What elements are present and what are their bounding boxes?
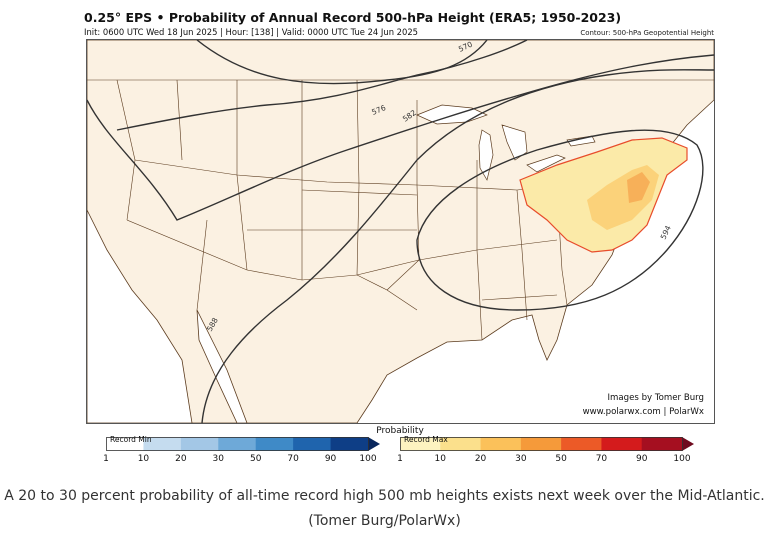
colorbar-min-tick-label: 1: [103, 454, 109, 464]
colorbar-min-segment-4: [255, 437, 294, 451]
pacific-coast: [87, 209, 193, 423]
us-map: 570 576 582 588 594 Images by Tomer Burg…: [86, 39, 715, 424]
colorbar-min-tick-label: 100: [359, 454, 377, 464]
colorbar-min-segment-5: [293, 437, 332, 451]
figure-caption: A 20 to 30 percent probability of all-ti…: [4, 488, 765, 529]
legend-title: Probability: [376, 426, 424, 436]
colorbar-min-tick-label: 90: [324, 454, 337, 464]
figure-title: 0.25° EPS • Probability of Annual Record…: [84, 10, 622, 25]
colorbar-max-arrow: [682, 437, 694, 451]
colorbar-max-tick-label: 30: [515, 454, 527, 464]
colorbar-max-tick-label: 90: [635, 454, 648, 464]
figure-subtitle: Init: 0600 UTC Wed 18 Jun 2025 | Hour: […: [84, 27, 418, 37]
colorbar-min-tick-label: 30: [212, 454, 225, 464]
colorbar-min-arrow: [368, 437, 380, 451]
colorbar-max-tick-label: 10: [434, 454, 447, 464]
colorbar-max-tick-label: 20: [474, 454, 487, 464]
colorbar-max-segment-3: [520, 437, 562, 451]
colorbar-max-segment-5: [601, 437, 643, 451]
contour-note: Contour: 500-hPa Geopotential Height: [580, 29, 714, 37]
colorbar-min-tick-label: 20: [175, 454, 187, 464]
colorbar-record-min: Record Min: [106, 435, 382, 455]
colorbar-min-segment-2: [180, 437, 219, 451]
lake-michigan: [478, 129, 494, 181]
colorbar-record-max: Record Max: [400, 435, 696, 455]
contour-582: [87, 54, 714, 221]
colorbar-max-tick-label: 50: [555, 454, 567, 464]
colorbar-max-segment-4: [561, 437, 602, 451]
colorbar-max-segment-6: [641, 437, 683, 451]
colorbar-min-segment-3: [218, 437, 257, 451]
colorbar-min-label: Record Min: [110, 435, 152, 444]
colorbar-max-tick-label: 100: [673, 454, 691, 464]
height-contours: [87, 40, 714, 423]
colorbar-min-segment-1: [143, 437, 182, 451]
colorbar-max-tick-label: 1: [397, 454, 403, 464]
colorbar-max-tick-label: 70: [595, 454, 608, 464]
probability-area-high: [627, 172, 650, 203]
colorbar-max-segment-1: [440, 437, 482, 451]
colorbar-min-segment-6: [330, 437, 369, 451]
colorbar-min-tick-label: 10: [137, 454, 150, 464]
colorbar-max-label: Record Max: [404, 435, 448, 444]
colorbar-min-tick-label: 70: [287, 454, 299, 464]
credit-website: www.polarwx.com | PolarWx: [580, 407, 706, 417]
credit-author: Images by Tomer Burg: [605, 393, 706, 403]
colorbar-min-segment-0: [106, 437, 144, 451]
forecast-figure: 0.25° EPS • Probability of Annual Record…: [80, 6, 720, 470]
contour-570: [196, 40, 488, 85]
lake-ontario: [566, 135, 596, 147]
map-canvas: 570 576 582 588 594: [87, 40, 714, 423]
lake-erie: [526, 154, 566, 173]
colorbar-min-tick-label: 50: [249, 454, 262, 464]
contour-594: [416, 129, 704, 311]
contour-588: [201, 69, 714, 423]
colorbar-max-segment-2: [480, 437, 522, 451]
land-mass: [87, 40, 714, 423]
colorbar-max-segment-0: [400, 437, 441, 451]
contour-576: [116, 40, 528, 131]
